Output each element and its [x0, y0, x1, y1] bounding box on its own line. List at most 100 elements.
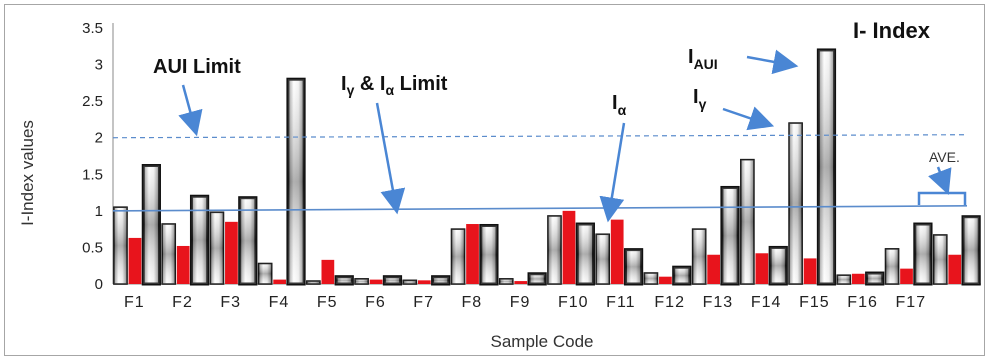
bar-aui: [768, 245, 788, 286]
bar-gamma: [161, 223, 177, 285]
x-tick-label: F5: [317, 294, 338, 311]
reference-lines: [112, 134, 968, 212]
bar-alpha: [851, 273, 865, 284]
bar-gamma: [884, 248, 900, 285]
bar-alpha: [128, 237, 142, 284]
bar-alpha: [321, 259, 335, 284]
y-tick-labels: 0 0.5 1 1.5 2 2.5 3 3.5: [82, 20, 103, 293]
y-axis-label: I-Index values: [18, 120, 37, 226]
bar-alpha: [659, 276, 672, 284]
y-tick-label: 0.5: [82, 239, 103, 256]
ave-bracket: [917, 191, 967, 205]
bar-aui: [961, 215, 981, 286]
x-tick-label: F4: [269, 294, 290, 311]
bar-aui: [623, 248, 644, 286]
bar-chart: I-Index values 0 0.5 1 1.5 2 2.5 3 3.5 F1 F2 F3 F4…: [18, 18, 981, 351]
bar-aui: [286, 77, 306, 286]
bar-aui: [720, 185, 740, 286]
x-tick-label: F11: [606, 294, 635, 311]
bar-alpha: [514, 281, 528, 284]
bar-aui: [527, 272, 547, 286]
bar-alpha: [610, 219, 624, 284]
alpha-label: Iα: [612, 92, 627, 118]
aui-limit-label: AUI Limit: [153, 56, 241, 78]
gamma-alpha-limit-line: [112, 205, 968, 212]
gamma-alpha-limit-label: Iγ & Iα Limit: [341, 73, 448, 98]
chart-title: I- Index: [853, 18, 931, 43]
aui-arrow: [746, 49, 799, 75]
y-tick-label: 3.5: [82, 20, 103, 37]
bar-gamma: [595, 233, 611, 285]
x-tick-label: F8: [462, 294, 483, 311]
bar-gamma: [498, 278, 514, 285]
bar-gamma: [547, 215, 562, 285]
y-tick-label: 1.5: [82, 166, 103, 183]
bar-gamma: [306, 280, 321, 285]
x-tick-label: F10: [558, 294, 589, 311]
x-tick-label: F7: [413, 294, 434, 311]
x-tick-label: F15: [799, 294, 830, 311]
bar-alpha: [948, 254, 962, 284]
bar-aui: [141, 164, 161, 286]
bar-aui: [575, 222, 595, 286]
bar-aui: [238, 196, 258, 286]
bar-alpha: [562, 210, 576, 284]
bar-aui: [431, 275, 451, 286]
ave-label: AVE.: [929, 149, 960, 165]
ave-arrow: [928, 166, 952, 196]
bar-aui: [189, 194, 210, 286]
bar-alpha: [417, 280, 431, 284]
x-tick-label: F13: [703, 294, 734, 311]
x-tick-label: F1: [124, 294, 145, 311]
x-tick-label: F3: [220, 294, 241, 311]
x-tick-labels: F1 F2 F3 F4 F5 F6 F7 F8 F9 F10 F11 F12 F13 F14 F15 F16 F…: [124, 294, 927, 311]
bar-alpha: [273, 279, 287, 284]
bar-aui: [334, 275, 354, 286]
x-tick-label: F16: [847, 294, 878, 311]
bar-alpha: [803, 258, 817, 284]
bar-aui: [672, 265, 692, 286]
bar-gamma: [354, 278, 369, 285]
bar-alpha: [466, 224, 479, 284]
bar-aui: [816, 48, 837, 286]
y-tick-label: 2.5: [82, 93, 103, 110]
bar-aui: [479, 223, 499, 286]
bar-gamma: [836, 274, 852, 285]
gamma-arrow: [722, 106, 775, 131]
x-axis-label: Sample Code: [490, 332, 593, 351]
x-tick-label: F6: [365, 294, 386, 311]
x-tick-label: F17: [896, 294, 927, 311]
bar-aui: [913, 222, 933, 286]
bar-alpha: [176, 245, 190, 284]
y-tick-label: 1: [95, 203, 103, 220]
bar-gamma: [643, 272, 659, 285]
bar-gamma: [402, 279, 418, 285]
y-tick-label: 2: [95, 130, 103, 147]
bar-gamma: [113, 206, 128, 285]
bar-alpha: [369, 279, 383, 284]
aui-limit-arrow: [178, 84, 203, 137]
bar-aui: [382, 275, 403, 286]
aui-limit-line: [112, 134, 968, 139]
bar-aui: [865, 271, 885, 286]
x-tick-label: F14: [751, 294, 782, 311]
gamma-label: Iγ: [693, 86, 707, 112]
bars: [113, 48, 981, 286]
y-tick-label: 3: [95, 57, 103, 74]
bar-alpha: [900, 268, 913, 284]
bar-gamma: [932, 234, 948, 285]
chart-frame: I-Index values 0 0.5 1 1.5 2 2.5 3 3.5 F1 F2 F3 F4…: [4, 4, 985, 356]
alpha-arrow: [599, 122, 626, 223]
limit-arrow: [375, 102, 406, 215]
x-tick-label: F9: [510, 294, 531, 311]
x-tick-label: F2: [172, 294, 193, 311]
bar-gamma: [257, 262, 273, 285]
aui-label: IAUI: [688, 46, 718, 72]
x-tick-label: F12: [654, 294, 685, 311]
bar-alpha: [707, 254, 721, 284]
y-tick-label: 0: [95, 276, 103, 293]
bar-gamma: [740, 158, 755, 285]
bar-gamma: [209, 211, 225, 285]
bar-alpha: [225, 221, 238, 284]
bar-gamma: [788, 122, 803, 285]
